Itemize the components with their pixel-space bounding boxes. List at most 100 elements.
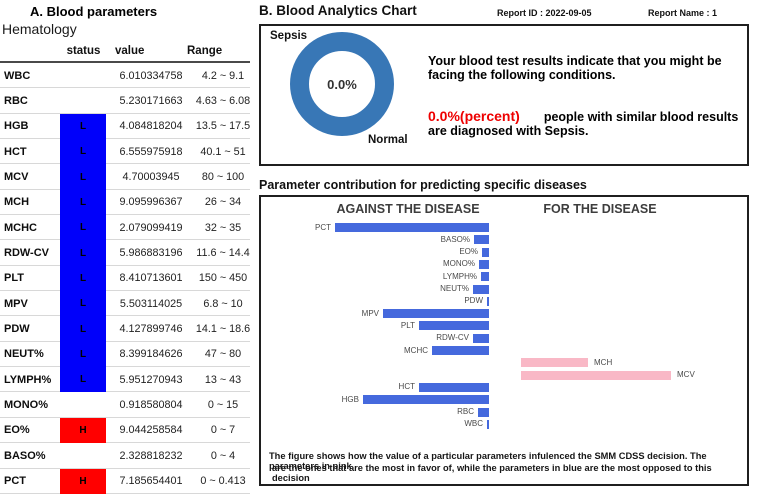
parameter-name: PCT	[4, 475, 26, 488]
status-cell: L	[60, 316, 106, 342]
column-header-range: Range	[187, 45, 223, 57]
contribution-bar-basopct	[474, 235, 489, 245]
bar-label: RDW-CV	[436, 333, 469, 343]
parameter-name: MPV	[4, 297, 28, 310]
against-disease-header: AGAINST THE DISEASE	[336, 202, 480, 216]
parameter-value: 5.503114025	[119, 297, 183, 310]
parameter-value: 2.328818232	[119, 449, 183, 462]
result-detail-text: people with similar blood results are di…	[428, 110, 739, 138]
table-row: MPV L 5.503114025 6.8 ~ 10	[0, 291, 252, 317]
contribution-bar-plt	[419, 321, 489, 331]
status-cell	[60, 443, 106, 468]
status-cell: L	[60, 367, 106, 393]
bar-label: PLT	[400, 320, 415, 330]
parameter-range: 11.6 ~ 14.4	[196, 247, 250, 260]
table-header-rule	[0, 61, 250, 63]
column-header-status: status	[66, 45, 101, 57]
table-row: PCT H 7.185654401 0 ~ 0.413	[0, 468, 252, 494]
blood-parameters-panel: A. Blood parameters Hematology status va…	[0, 0, 253, 494]
parameter-range: 0 ~ 15	[207, 399, 239, 412]
status-cell: L	[60, 341, 106, 368]
parameter-name: MCH	[4, 196, 30, 209]
parameter-value: 0.918580804	[119, 399, 183, 412]
bar-label: MCV	[677, 370, 695, 380]
report-id: Report ID : 2022-09-05	[497, 8, 592, 18]
contribution-bar-mchc	[432, 346, 489, 355]
status-cell	[60, 88, 106, 113]
table-row: HCT L 6.555975918 40.1 ~ 51	[0, 139, 252, 165]
table-row: MCH L 9.095996367 26 ~ 34	[0, 189, 252, 216]
report-name-label: Report Name :	[648, 8, 710, 18]
hematology-subtitle: Hematology	[2, 21, 77, 37]
blood-parameters-title: A. Blood parameters	[30, 4, 158, 19]
bar-label: MCHC	[404, 345, 428, 355]
report-id-value: 2022-09-05	[545, 8, 592, 18]
status-cell: L	[60, 240, 106, 266]
bar-label: HCT	[398, 382, 415, 392]
parameter-value: 5.230171663	[119, 95, 183, 108]
bar-label: MCH	[594, 357, 613, 367]
contribution-bar-rbc	[478, 407, 489, 417]
bar-label: EO%	[459, 247, 478, 257]
parameter-name: RBC	[4, 95, 28, 108]
bar-label: LYMPH%	[442, 271, 477, 281]
status-cell: L	[60, 139, 106, 165]
parameter-name: WBC	[4, 69, 31, 82]
donut-center-label: 0.0%	[327, 76, 357, 92]
table-row: BASO% 2.328818232 0 ~ 4	[0, 443, 252, 469]
parameter-name: HCT	[4, 145, 27, 158]
parameter-name: MCHC	[4, 221, 37, 234]
bar-label: PDW	[464, 296, 483, 306]
donut-label-sepsis: Sepsis	[270, 30, 308, 42]
status-cell: L	[60, 189, 106, 216]
parameter-name: MCV	[4, 171, 29, 184]
parameter-range: 4.2 ~ 9.1	[201, 69, 245, 82]
contribution-bar-pdw	[487, 296, 489, 306]
table-row: MONO% 0.918580804 0 ~ 15	[0, 392, 252, 419]
parameter-name: PLT	[4, 272, 24, 285]
contribution-bar-hgb	[363, 395, 489, 405]
parameter-value: 6.010334758	[119, 69, 183, 82]
contribution-bar-mpv	[383, 309, 489, 319]
report-name-value: 1	[712, 8, 718, 18]
parameter-name: EO%	[4, 424, 30, 437]
analytics-box: Sepsis 0.0% Normal Your blood test resul…	[259, 24, 749, 166]
parameter-value: 8.399184626	[119, 348, 183, 361]
parameter-value: 5.986883196	[119, 247, 183, 260]
contribution-box: AGAINST THE DISEASE FOR THE DISEASE PCT B…	[259, 195, 749, 486]
parameter-name: RDW-CV	[4, 247, 49, 260]
parameter-name: LYMPH%	[4, 373, 52, 386]
status-cell: L	[60, 265, 106, 292]
parameter-range: 80 ~ 100	[201, 171, 245, 184]
contribution-bar-mcv	[521, 370, 671, 380]
parameter-value: 7.185654401	[119, 475, 183, 488]
table-row: HGB L 4.084818204 13.5 ~ 17.5	[0, 113, 252, 140]
column-header-value: value	[115, 45, 145, 57]
bar-label: RBC	[457, 407, 474, 416]
bar-label: WBC	[464, 419, 483, 429]
parameter-range: 13 ~ 43	[204, 373, 242, 386]
parameter-range: 0 ~ 7	[210, 424, 236, 437]
table-row: RDW-CV L 5.986883196 11.6 ~ 14.4	[0, 240, 252, 267]
contribution-bars-area: PCT BASO% EO% MONO% LYMPH% NEUT% PDW MPV PLT RDW-…	[261, 197, 745, 442]
table-row: PLT L 8.410713601 150 ~ 450	[0, 265, 252, 292]
table-row: MCHC L 2.079099419 32 ~ 35	[0, 215, 252, 241]
table-row: MCV L 4.70003945 80 ~ 100	[0, 164, 252, 191]
parameter-name: PDW	[4, 323, 30, 336]
bar-label: NEUT%	[440, 284, 469, 293]
parameter-value: 6.555975918	[119, 145, 183, 158]
contribution-bar-neutpct	[473, 284, 489, 294]
parameter-range: 47 ~ 80	[204, 348, 242, 361]
parameter-range: 13.5 ~ 17.5	[195, 120, 251, 133]
result-detail: 0.0%(percent) people with similar blood r…	[428, 109, 750, 138]
parameter-value: 9.044258584	[119, 424, 183, 437]
parameter-range: 150 ~ 450	[198, 272, 248, 285]
parameter-range: 26 ~ 34	[204, 196, 242, 209]
donut-label-normal: Normal	[368, 134, 408, 146]
contribution-bar-mch	[521, 358, 588, 368]
parameter-value: 4.70003945	[122, 171, 180, 184]
analytics-chart-title: B. Blood Analytics Chart	[259, 3, 417, 18]
footnote-line-2: are the ones that are the most in favor …	[272, 463, 712, 483]
bar-label: BASO%	[440, 234, 470, 244]
